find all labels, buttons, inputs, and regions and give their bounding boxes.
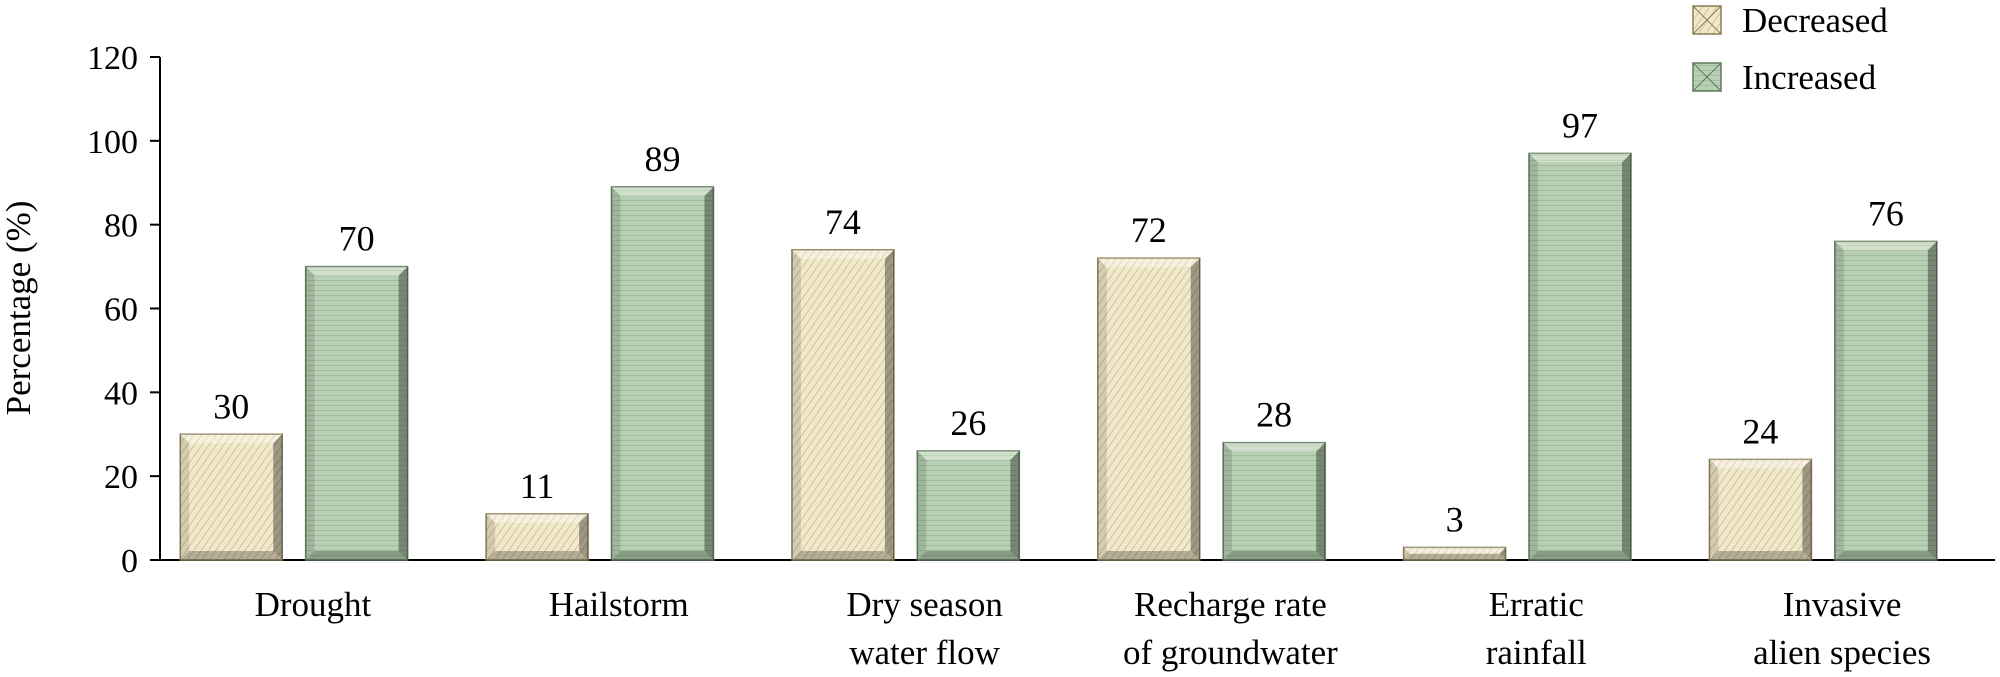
category-label: Erratic — [1489, 585, 1584, 624]
legend-label-increased: Increased — [1742, 58, 1877, 97]
value-label: 89 — [644, 139, 680, 179]
category-label: Drought — [255, 585, 372, 624]
category-label: Dry season — [846, 585, 1003, 624]
bars — [179, 152, 1938, 561]
y-tick-label: 40 — [104, 375, 138, 412]
bar-increased — [304, 265, 409, 561]
value-label: 3 — [1446, 499, 1464, 539]
value-label: 70 — [339, 219, 375, 259]
value-label: 72 — [1131, 210, 1167, 250]
bar-decreased — [1402, 546, 1507, 561]
bar-decreased — [179, 433, 284, 561]
category-label: alien species — [1753, 633, 1931, 672]
legend-item-increased: Increased — [1692, 58, 1877, 97]
category-labels: Drought Hailstorm Dry season water flow Rech… — [255, 585, 1931, 672]
category-label: of groundwater — [1123, 633, 1338, 672]
category-label: Invasive — [1783, 585, 1902, 624]
bar-decreased — [485, 513, 589, 561]
value-labels: 30 70 11 89 74 26 72 28 3 97 24 76 — [213, 105, 1904, 539]
value-label: 11 — [520, 466, 555, 506]
legend-item-decreased: Decreased — [1692, 1, 1888, 40]
value-label: 26 — [950, 403, 986, 443]
bar-increased — [1834, 240, 1938, 561]
bar-increased — [1528, 152, 1632, 561]
value-label: 30 — [213, 386, 249, 426]
bar-increased — [916, 450, 1021, 561]
value-label: 76 — [1868, 193, 1904, 233]
y-tick-label: 60 — [104, 292, 138, 329]
bar-decreased — [1097, 257, 1201, 561]
y-tick-label: 20 — [104, 459, 138, 496]
y-tick-label: 100 — [87, 124, 138, 161]
category-label: Hailstorm — [549, 585, 689, 624]
category-label: Recharge rate — [1134, 585, 1327, 624]
value-label: 97 — [1562, 105, 1598, 145]
bar-decreased — [791, 249, 895, 561]
y-tick-label: 80 — [104, 208, 138, 245]
y-ticks: 0 20 40 60 80 100 120 — [87, 40, 160, 580]
value-label: 28 — [1256, 395, 1292, 435]
legend: Decreased Increased — [1692, 1, 1888, 97]
value-label: 74 — [825, 202, 861, 242]
bar-decreased — [1708, 458, 1813, 561]
bar-increased — [1222, 441, 1326, 561]
legend-label-decreased: Decreased — [1742, 1, 1888, 40]
y-tick-label: 0 — [121, 543, 138, 580]
bar-increased — [610, 186, 715, 561]
category-label: rainfall — [1486, 633, 1587, 672]
category-label: water flow — [849, 633, 1000, 672]
value-label: 24 — [1742, 411, 1778, 451]
y-axis-title: Percentage (%) — [0, 201, 38, 416]
y-tick-label: 120 — [87, 40, 138, 77]
